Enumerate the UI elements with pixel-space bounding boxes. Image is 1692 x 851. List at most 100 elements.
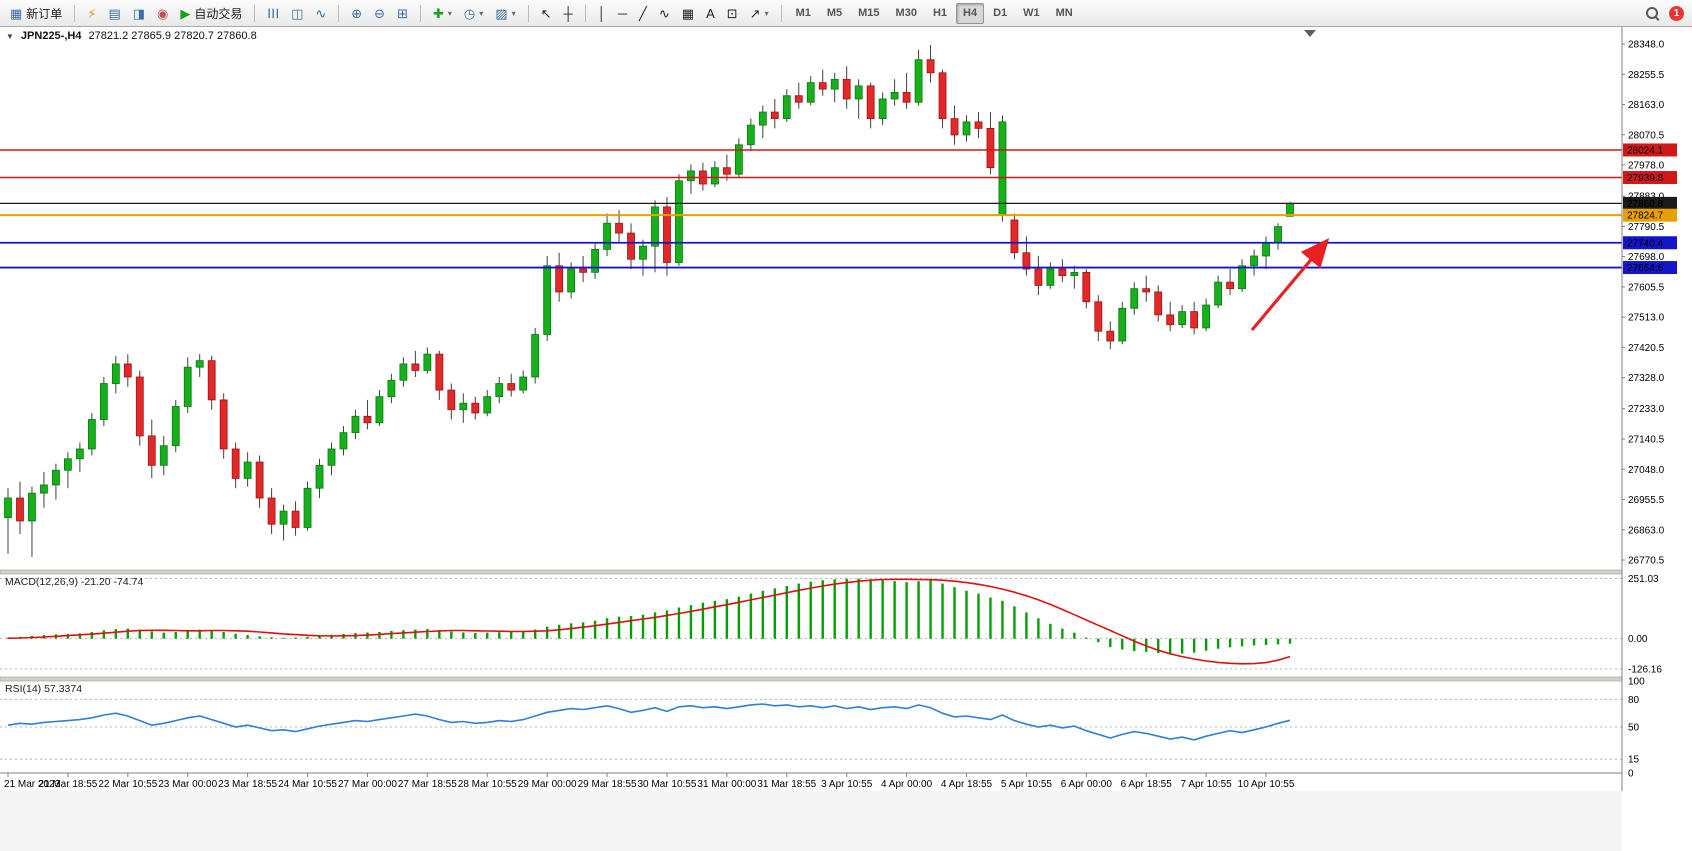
templates-icon: ▨	[495, 5, 508, 21]
metaeditor-icon[interactable]: ⚡	[82, 3, 101, 24]
profiles-icon[interactable]: ▤	[103, 3, 125, 24]
tile-windows-icon[interactable]: ⊞	[392, 3, 413, 24]
chart-shift-marker[interactable]	[1304, 30, 1316, 37]
candle	[16, 497, 24, 522]
candle	[950, 118, 959, 136]
indicators-icon-dropdown-arrow[interactable]: ▾	[447, 8, 452, 18]
candle	[363, 415, 372, 424]
vertical-line-icon[interactable]: │	[593, 3, 611, 24]
horizontal-line-icon[interactable]: ─	[613, 3, 632, 24]
crosshair-icon[interactable]: ┼	[558, 3, 577, 24]
price-tick-label: 26955.5	[1628, 495, 1665, 506]
workspace-area	[0, 791, 1692, 851]
svg-text:27860.8: 27860.8	[1627, 199, 1664, 210]
symbol-name: JPN225-,H4	[20, 30, 82, 42]
candles-layer	[4, 44, 1294, 557]
candle	[926, 59, 935, 74]
candle	[890, 92, 899, 100]
auto-trading-button[interactable]: ▶ 自动交易	[175, 3, 247, 24]
timeframe-m1-button[interactable]: M1	[795, 7, 811, 19]
price-tick-label: 27328.0	[1628, 373, 1665, 384]
timeframe-h1-button[interactable]: H1	[932, 7, 948, 19]
shapes-icon-dropdown-arrow[interactable]: ▾	[764, 8, 769, 18]
time-label: 22 Mar 10:55	[98, 779, 157, 790]
current-price-line-price-tag: 27860.8	[1623, 196, 1677, 210]
candle	[794, 95, 803, 103]
time-label: 6 Apr 18:55	[1121, 779, 1173, 790]
candle	[1070, 271, 1079, 277]
fibonacci-icon[interactable]: ▦	[677, 3, 699, 24]
text-icon[interactable]: A	[701, 3, 720, 24]
candle	[770, 111, 779, 119]
candle	[1082, 271, 1091, 303]
timeframe-m15-button[interactable]: M15	[858, 7, 880, 19]
candle	[279, 510, 288, 525]
profiles-icon: ▤	[108, 5, 121, 21]
time-label: 30 Mar 10:55	[638, 779, 697, 790]
templates-icon-dropdown-arrow[interactable]: ▾	[511, 8, 516, 18]
search-icon[interactable]	[1645, 6, 1660, 21]
candle	[986, 128, 995, 169]
panel-splitter[interactable]	[0, 569, 1692, 575]
chart-canvas[interactable]: 28348.028255.528163.028070.527978.027883…	[0, 27, 1692, 851]
new-order-button[interactable]: ▦ 新订单	[5, 3, 67, 24]
rsi-line	[7, 703, 1291, 741]
indicators-icon[interactable]: ✚ ▾	[428, 3, 457, 24]
timeframe-m5-button[interactable]: M5	[826, 7, 843, 19]
price-axis[interactable]: 28348.028255.528163.028070.527978.027883…	[1621, 27, 1692, 851]
zoom-out-icon[interactable]: ⊖	[369, 3, 390, 24]
periods-icon: ◷	[463, 5, 476, 21]
candle	[519, 376, 528, 391]
price-tick-label: 27140.5	[1628, 434, 1665, 445]
periods-icon[interactable]: ◷ ▾	[459, 3, 488, 24]
time-label: 6 Apr 00:00	[1061, 779, 1113, 790]
panel-splitter[interactable]	[0, 676, 1692, 682]
community-icon[interactable]: ◉	[152, 3, 173, 24]
candle	[1130, 288, 1139, 309]
periods-icon-dropdown-arrow[interactable]: ▾	[479, 8, 484, 18]
candle	[231, 448, 240, 479]
trendline-icon[interactable]: ╱	[634, 3, 652, 24]
timeframe-m30-button[interactable]: M30	[895, 7, 917, 19]
cycle-lines-icon[interactable]: ∿	[654, 3, 675, 24]
candle	[507, 383, 516, 391]
symbol-info: ▼ JPN225-,H4 27821.2 27865.9 27820.7 278…	[6, 30, 257, 42]
candle	[1154, 291, 1163, 316]
label-icon[interactable]: ⊡	[722, 3, 743, 24]
zoom-in-icon[interactable]: ⊕	[346, 3, 367, 24]
candle	[782, 95, 791, 119]
price-tick-label: 27605.5	[1628, 282, 1665, 293]
timeframe-mn-button[interactable]: MN	[1055, 7, 1073, 19]
annotation-arrow[interactable]	[1250, 238, 1330, 332]
notification-badge[interactable]: 1	[1669, 5, 1684, 21]
candle	[1010, 219, 1019, 254]
cursor-icon[interactable]: ↖	[536, 3, 557, 24]
shapes-icon[interactable]: ↗ ▾	[745, 3, 774, 24]
candle	[758, 111, 767, 126]
auto-trading-button-label: 自动交易	[194, 6, 243, 21]
time-label: 21 Mar 18:55	[38, 779, 97, 790]
timeframe-h4-button[interactable]: H4	[956, 2, 985, 24]
candle	[267, 497, 276, 525]
cursor-icon: ↖	[540, 5, 552, 21]
svg-text:27939.8: 27939.8	[1627, 173, 1664, 184]
chart-background	[0, 27, 1692, 851]
candle	[399, 363, 408, 381]
candle	[866, 85, 875, 119]
time-label: 27 Mar 18:55	[398, 779, 457, 790]
new-order-button-label: 新订单	[26, 6, 63, 21]
candle	[639, 245, 647, 260]
candle	[734, 144, 743, 175]
candlestick-chart-icon[interactable]: ◫	[286, 3, 308, 24]
symbol-dropdown-icon[interactable]: ▼	[6, 31, 14, 41]
timeframe-d1-button[interactable]: D1	[993, 7, 1008, 19]
chart-window[interactable]: 28348.028255.528163.028070.527978.027883…	[0, 27, 1692, 851]
data-window-icon[interactable]: ◨	[128, 3, 150, 24]
templates-icon[interactable]: ▨ ▾	[490, 3, 520, 24]
candle	[243, 461, 252, 479]
line-chart-icon[interactable]: ∿	[310, 3, 331, 24]
timeframe-w1-button[interactable]: W1	[1023, 7, 1040, 19]
bar-chart-icon[interactable]: ☰	[262, 3, 284, 24]
candle	[1142, 288, 1151, 293]
